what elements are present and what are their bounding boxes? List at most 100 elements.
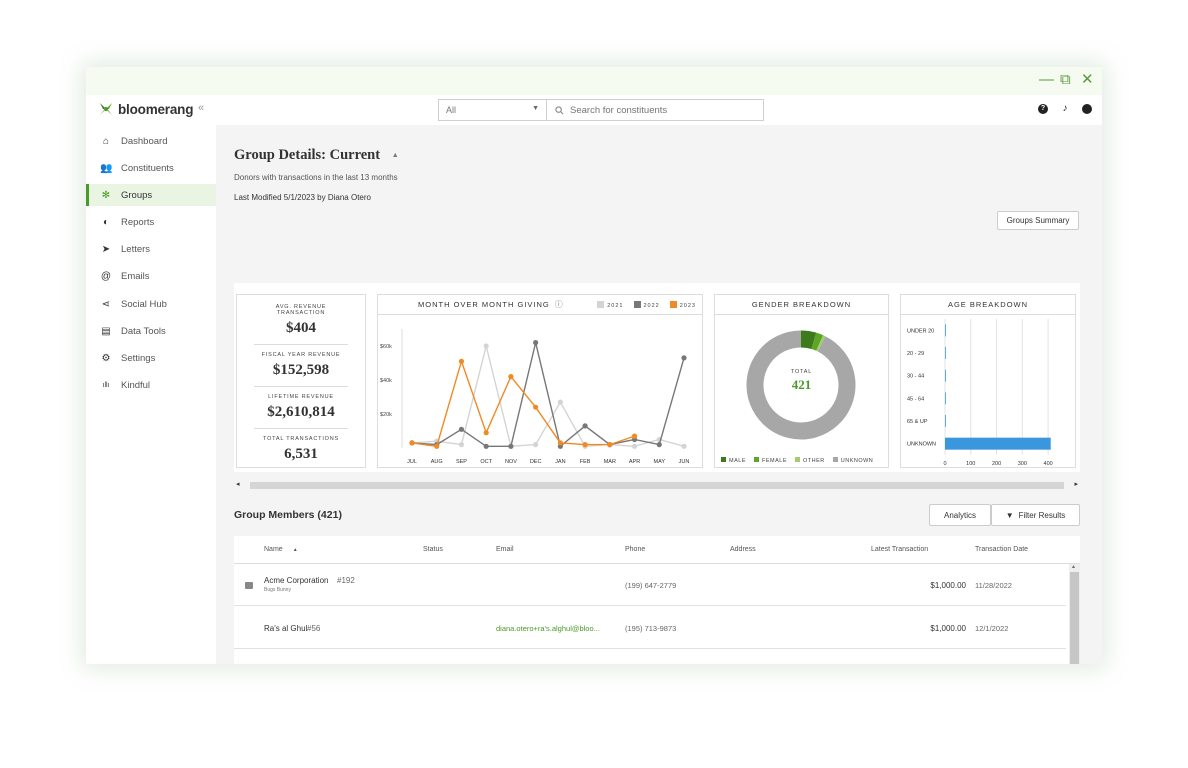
age-bar[interactable] (945, 392, 946, 405)
donut-slice-female[interactable] (811, 332, 824, 351)
donut-slice-male[interactable] (800, 330, 817, 350)
sidebar-item-social-hub[interactable]: ⋖ Social Hub (86, 293, 216, 315)
data-point[interactable] (557, 399, 563, 405)
data-point[interactable] (458, 426, 465, 432)
stat-block: FISCAL YEAR REVENUE $152,598 (254, 345, 348, 387)
account-icon[interactable] (1082, 104, 1092, 114)
sidebar-item-emails[interactable]: @ Emails (86, 266, 216, 288)
legend-item[interactable]: UNKNOWN (832, 457, 874, 464)
scroll-up-icon[interactable]: ▲ (1071, 564, 1076, 570)
data-point[interactable] (434, 443, 440, 449)
x-tick-label: 200 (992, 461, 1001, 467)
age-bar[interactable] (945, 415, 946, 427)
search-input[interactable] (570, 104, 750, 116)
table-row[interactable]: Acme Corporation #192 Bugs Bunny (199) 647-… (234, 564, 1066, 606)
sidebar-item-constituents[interactable]: 👥 Constituents (86, 157, 216, 179)
sidebar-item-reports[interactable]: ◐ Reports (86, 212, 216, 234)
sidebar-item-dashboard[interactable]: ⌂ Dashboard (86, 130, 216, 152)
legend-item[interactable]: MALE (721, 457, 746, 464)
bell-icon[interactable]: ♪ (1062, 103, 1068, 114)
member-name[interactable]: Acme Corporation (264, 576, 329, 585)
search-scope-select[interactable]: All ▼ (439, 100, 547, 120)
sidebar-item-kindful[interactable]: ıllı Kindful (86, 375, 216, 397)
scroll-right-icon[interactable]: ▸ (1074, 481, 1078, 488)
data-point[interactable] (533, 340, 539, 346)
x-tick-label: JAN (555, 459, 565, 465)
sidebar-item-label: Dashboard (121, 135, 168, 147)
scroll-left-icon[interactable]: ◂ (236, 481, 240, 488)
info-icon[interactable]: ⓘ (554, 300, 564, 309)
stat-label: LIFETIME REVENUE (268, 394, 334, 400)
legend-label: 2022 (643, 303, 660, 309)
sidebar-item-groups[interactable]: ✻ Groups (86, 184, 216, 207)
member-name[interactable]: Ra's al Ghul (264, 624, 308, 633)
legend-item[interactable]: 2023 (669, 301, 696, 309)
collapse-sidebar-icon[interactable]: « (198, 102, 205, 114)
data-point[interactable] (681, 355, 687, 361)
sidebar-item-letters[interactable]: ➤ Letters (86, 239, 216, 261)
title-bar: — ⧉ ✕ (86, 67, 1102, 95)
age-bar[interactable] (945, 437, 1051, 450)
table-scroll-thumb[interactable] (1070, 572, 1079, 664)
legend-swatch (753, 457, 759, 462)
legend-item[interactable]: OTHER (795, 457, 825, 464)
age-bar[interactable] (945, 347, 946, 359)
table-row[interactable]: Talia al Ghul#57diana.otero+talia.alghul… (234, 649, 1066, 664)
data-point[interactable] (681, 443, 687, 449)
col-phone[interactable]: Phone (625, 546, 646, 553)
table-row[interactable]: Ra's al Ghul #56 diana.otero+ra's.alghul@b… (234, 606, 1066, 649)
sidebar-item-label: Data Tools (121, 325, 166, 337)
data-point[interactable] (483, 443, 489, 449)
close-icon[interactable]: ✕ (1081, 71, 1094, 88)
restore-icon[interactable]: ⧉ (1060, 71, 1071, 88)
search-field[interactable] (547, 100, 763, 120)
scroll-thumb[interactable] (250, 482, 1064, 489)
member-email[interactable]: diana.otero+ra's.alghul@bloo... (496, 624, 600, 633)
age-bar[interactable] (945, 324, 946, 337)
age-bar[interactable] (945, 369, 946, 382)
donut-slice-other[interactable] (816, 335, 826, 352)
donut-slice-unknown[interactable] (746, 330, 856, 440)
col-status[interactable]: Status (423, 546, 443, 553)
legend-item[interactable]: 2021 (597, 301, 623, 309)
analytics-button[interactable]: Analytics (929, 504, 991, 526)
data-point[interactable] (508, 374, 514, 380)
sidebar-item-label: Settings (121, 353, 156, 364)
legend-item[interactable]: 2022 (633, 301, 660, 309)
help-icon[interactable]: ? (1038, 104, 1048, 114)
col-name[interactable]: Name ▲ (264, 546, 298, 553)
data-point[interactable] (607, 442, 613, 448)
data-point[interactable] (458, 358, 465, 364)
table-vertical-scrollbar[interactable]: ▲ (1069, 564, 1080, 664)
minimize-icon[interactable]: — (1039, 71, 1054, 88)
data-point[interactable] (508, 443, 514, 449)
sidebar-item-settings[interactable]: ⚙ Settings (86, 348, 216, 370)
col-latest-transaction[interactable]: Latest Transaction (871, 546, 929, 553)
panel-horizontal-scrollbar[interactable]: ◂ ▸ (234, 480, 1080, 490)
data-point[interactable] (483, 343, 489, 349)
legend-swatch (633, 301, 641, 308)
legend-label: MALE (729, 458, 746, 464)
logo[interactable]: bloomerang (98, 101, 193, 117)
data-point[interactable] (656, 442, 662, 448)
data-point[interactable] (409, 440, 415, 446)
legend-swatch (597, 301, 605, 308)
sidebar-item-data-tools[interactable]: ▤ Data Tools (86, 320, 216, 342)
data-point[interactable] (582, 423, 588, 429)
col-transaction-date[interactable]: Transaction Date (975, 546, 1029, 553)
data-point[interactable] (483, 430, 489, 436)
legend-item[interactable]: FEMALE (753, 457, 787, 464)
caret-up-icon[interactable]: ▲ (391, 151, 399, 159)
filter-results-button[interactable]: ▼ Filter Results (991, 504, 1080, 526)
data-point[interactable] (533, 442, 539, 448)
legend-label: UNKNOWN (840, 458, 874, 464)
data-point[interactable] (582, 442, 588, 448)
data-point[interactable] (557, 440, 563, 446)
col-address[interactable]: Address (730, 546, 756, 553)
data-point[interactable] (631, 443, 638, 449)
groups-summary-button[interactable]: Groups Summary (997, 211, 1079, 230)
col-email[interactable]: Email (496, 546, 514, 553)
data-point[interactable] (458, 442, 465, 448)
data-point[interactable] (631, 433, 638, 439)
data-point[interactable] (533, 404, 539, 410)
